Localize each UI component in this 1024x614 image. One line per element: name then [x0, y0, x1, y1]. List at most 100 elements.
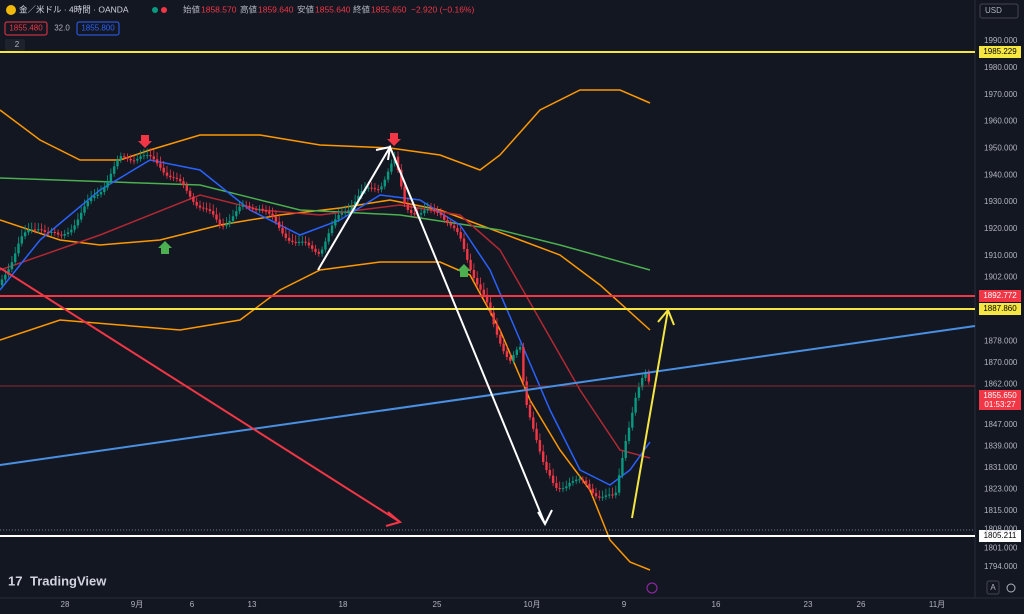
candle-body	[228, 220, 231, 225]
auto-button[interactable]	[986, 580, 1000, 595]
candle-body	[152, 156, 155, 160]
price-tag-text: 1805.211	[984, 531, 1017, 540]
candle-body	[466, 248, 469, 260]
price-tick-label: 1823.000	[984, 484, 1018, 493]
candle-body	[568, 482, 571, 487]
candle-body	[198, 205, 202, 208]
candle-body	[113, 166, 116, 174]
candle-body	[334, 219, 337, 226]
indicator-count[interactable]: 2	[15, 40, 20, 49]
bid-box[interactable]	[4, 21, 48, 36]
candle-body	[63, 233, 66, 236]
plot-area	[0, 89, 651, 571]
candle-body	[221, 225, 225, 227]
candle-body	[390, 163, 393, 172]
candle-body	[446, 219, 449, 224]
candle-body	[538, 440, 542, 452]
time-label: 9月	[131, 600, 143, 609]
price-tick-label: 1831.000	[984, 463, 1018, 472]
candle-body	[347, 210, 350, 213]
candle-body	[320, 249, 324, 254]
ohlc-label: 終値	[353, 4, 371, 14]
indicator-toggle[interactable]	[5, 39, 25, 51]
candle-body	[278, 221, 281, 228]
arrow-head	[657, 308, 675, 326]
candle-body	[27, 230, 30, 233]
currency-select[interactable]	[979, 3, 1019, 19]
candle-body	[482, 289, 485, 295]
candle-body	[509, 357, 512, 361]
candle-body	[403, 186, 406, 204]
candle-body	[287, 237, 291, 241]
candle-body	[631, 412, 634, 428]
candle-body	[159, 163, 162, 168]
bid[interactable]: 1855.480	[9, 24, 43, 33]
ask[interactable]: 1855.800	[81, 24, 115, 33]
candle-body	[20, 236, 23, 244]
time-label: 18	[339, 600, 348, 609]
time-label: 11月	[929, 600, 945, 609]
candle-body	[423, 210, 426, 214]
candle-body	[373, 188, 377, 190]
candle-body	[357, 195, 360, 202]
candle-body	[119, 156, 122, 160]
candle-body	[155, 159, 159, 164]
candle-body	[485, 294, 489, 303]
auto-scale[interactable]: A	[990, 583, 996, 592]
candle-body	[644, 372, 647, 379]
price-tick-label: 1970.000	[984, 90, 1018, 99]
candle-body	[188, 190, 192, 197]
time-label: 23	[804, 600, 813, 609]
ohlc-value: 1855.650	[371, 4, 407, 14]
change: −2.920 (−0.16%)	[411, 4, 474, 14]
candle-body	[86, 201, 89, 207]
settings-icon[interactable]	[1006, 583, 1016, 593]
candle-body	[551, 475, 555, 483]
candle-body	[43, 230, 47, 232]
candle-body	[33, 229, 37, 231]
candle-body	[238, 206, 241, 212]
candle-body	[126, 157, 129, 159]
price-tag-text: 1985.229	[983, 47, 1017, 56]
time-label: 26	[857, 600, 866, 609]
trend-line	[0, 325, 976, 466]
candle-body	[479, 284, 482, 290]
signal-up	[457, 264, 471, 277]
price-tag-text: 1855.650	[983, 391, 1017, 400]
candle-body	[142, 155, 146, 157]
price-tick-label: 1940.000	[984, 170, 1018, 179]
ask-box[interactable]	[76, 21, 120, 36]
candle-body	[410, 209, 413, 214]
price-tick-label: 1950.000	[984, 143, 1018, 152]
candle-body	[459, 232, 462, 239]
candle-body	[169, 175, 172, 178]
candle-body	[40, 229, 43, 231]
candle-body	[575, 479, 578, 482]
time-label: 13	[248, 600, 257, 609]
candle-body	[637, 387, 641, 398]
event-icon[interactable]	[646, 582, 658, 594]
candle-body	[66, 232, 70, 234]
candle-body	[7, 269, 10, 275]
candle-body	[370, 187, 373, 189]
candle-body	[129, 158, 132, 161]
candle-body	[647, 372, 650, 382]
currency[interactable]: USD	[985, 6, 1002, 15]
countdown: 01:53:27	[984, 400, 1016, 409]
candle-body	[462, 238, 466, 249]
candle-body	[555, 482, 558, 489]
candle-body	[248, 205, 251, 208]
price-tick-label: 1878.000	[984, 337, 1018, 346]
price-tick-label: 1808.000	[984, 525, 1018, 534]
candle-body	[476, 278, 479, 285]
candle-body	[215, 214, 218, 220]
candle-body	[139, 156, 142, 159]
candle-body	[350, 206, 353, 211]
candle-body	[182, 181, 185, 186]
candle-body	[344, 212, 347, 214]
candle-body	[439, 212, 443, 216]
candle-body	[162, 167, 165, 173]
candle-body	[50, 232, 53, 234]
candle-body	[433, 209, 436, 212]
